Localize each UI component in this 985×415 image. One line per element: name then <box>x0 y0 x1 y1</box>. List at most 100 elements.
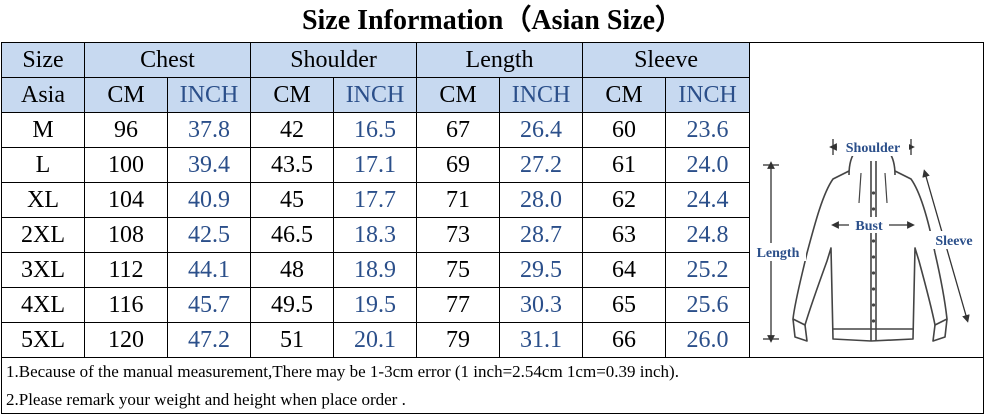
shoulder-inch-cell: 18.3 <box>333 217 418 253</box>
chest-cm-cell: 108 <box>84 217 168 253</box>
chest-inch-cell: 44.1 <box>166 252 252 288</box>
table-row: 5XL 120 47.2 51 20.1 79 31.1 66 26.0 <box>1 322 751 358</box>
header-shoulder: Shoulder <box>250 42 418 78</box>
sleeve-inch-cell: 25.2 <box>665 252 751 288</box>
size-cell: 2XL <box>1 217 85 253</box>
header-shoulder-cm: CM <box>250 77 335 113</box>
sleeve-cm-cell: 61 <box>582 147 667 183</box>
sleeve-inch-cell: 23.6 <box>665 112 751 148</box>
sleeve-cm-cell: 65 <box>582 287 667 323</box>
shoulder-cm-cell: 48 <box>250 252 335 288</box>
chest-inch-cell: 40.9 <box>166 182 252 218</box>
jacket-illustration: Shoulder Bust Length Sleeve <box>750 138 981 343</box>
chest-inch-cell: 47.2 <box>166 322 252 358</box>
shoulder-cm-cell: 51 <box>250 322 335 358</box>
drawstring-icon <box>858 172 888 204</box>
shoulder-cm-cell: 49.5 <box>250 287 335 323</box>
chest-cm-cell: 116 <box>84 287 168 323</box>
header-length: Length <box>416 42 584 78</box>
size-cell: 5XL <box>1 322 85 358</box>
length-inch-cell: 28.0 <box>499 182 584 218</box>
length-cm-cell: 71 <box>416 182 501 218</box>
size-cell: 3XL <box>1 252 85 288</box>
chest-cm-cell: 112 <box>84 252 168 288</box>
shoulder-inch-cell: 17.1 <box>333 147 418 183</box>
header-length-inch: INCH <box>499 77 584 113</box>
sleeve-inch-cell: 26.0 <box>665 322 751 358</box>
length-cm-cell: 69 <box>416 147 501 183</box>
length-cm-cell: 79 <box>416 322 501 358</box>
header-chest: Chest <box>83 42 252 78</box>
length-cm-cell: 67 <box>416 112 501 148</box>
shoulder-inch-cell: 19.5 <box>333 287 418 323</box>
length-inch-cell: 26.4 <box>499 112 584 148</box>
header-chest-inch: INCH <box>166 77 252 113</box>
table-row: L 100 39.4 43.5 17.1 69 27.2 61 24.0 <box>1 147 751 183</box>
sleeve-inch-cell: 25.6 <box>665 287 751 323</box>
chest-cm-cell: 120 <box>84 322 168 358</box>
table-row: XL 104 40.9 45 17.7 71 28.0 62 24.4 <box>1 182 751 218</box>
button-dots-icon <box>871 191 876 323</box>
sleeve-inch-cell: 24.8 <box>665 217 751 253</box>
chest-inch-cell: 42.5 <box>166 217 252 253</box>
table-row: 2XL 108 42.5 46.5 18.3 73 28.7 63 24.8 <box>1 217 751 253</box>
header-sleeve: Sleeve <box>582 42 751 78</box>
sleeve-cm-cell: 63 <box>582 217 667 253</box>
shoulder-cm-cell: 43.5 <box>250 147 335 183</box>
length-inch-cell: 29.5 <box>499 252 584 288</box>
note-measurement-error: 1.Because of the manual measurement,Ther… <box>6 362 679 381</box>
sleeve-label: Sleeve <box>935 234 972 249</box>
header-row-units: Asia CM INCH CM INCH CM INCH CM INCH <box>1 77 751 113</box>
table-row: 3XL 112 44.1 48 18.9 75 29.5 64 25.2 <box>1 252 751 288</box>
jacket-outline-icon <box>792 142 948 342</box>
shoulder-inch-cell: 16.5 <box>333 112 418 148</box>
sleeve-inch-cell: 24.0 <box>665 147 751 183</box>
note-remark-order: 2.Please remark your weight and height w… <box>6 390 406 409</box>
shoulder-label: Shoulder <box>846 141 900 156</box>
page-title: Size Information（Asian Size） <box>301 5 684 36</box>
sleeve-cm-cell: 62 <box>582 182 667 218</box>
table-row: M 96 37.8 42 16.5 67 26.4 60 23.6 <box>1 112 751 148</box>
header-length-cm: CM <box>416 77 501 113</box>
chest-cm-cell: 96 <box>84 112 168 148</box>
shoulder-cm-cell: 42 <box>250 112 335 148</box>
shoulder-inch-cell: 20.1 <box>333 322 418 358</box>
sleeve-cm-cell: 66 <box>582 322 667 358</box>
shoulder-cm-cell: 45 <box>250 182 335 218</box>
size-cell: XL <box>1 182 85 218</box>
size-cell: M <box>1 112 85 148</box>
length-cm-cell: 73 <box>416 217 501 253</box>
length-cm-cell: 77 <box>416 287 501 323</box>
chest-cm-cell: 100 <box>84 147 168 183</box>
header-size: Size <box>1 42 85 78</box>
size-table: Size Chest Shoulder Length Sleeve Asia C… <box>1 42 751 358</box>
sleeve-cm-cell: 60 <box>582 112 667 148</box>
length-inch-cell: 31.1 <box>499 322 584 358</box>
chest-inch-cell: 45.7 <box>166 287 252 323</box>
length-label: Length <box>757 246 800 261</box>
header-sleeve-cm: CM <box>582 77 667 113</box>
header-asia: Asia <box>1 77 85 113</box>
length-inch-cell: 30.3 <box>499 287 584 323</box>
shoulder-inch-cell: 17.7 <box>333 182 418 218</box>
chest-inch-cell: 37.8 <box>166 112 252 148</box>
size-cell: 4XL <box>1 287 85 323</box>
bust-label: Bust <box>855 219 883 234</box>
header-row-measurements: Size Chest Shoulder Length Sleeve <box>1 42 751 78</box>
header-chest-cm: CM <box>84 77 168 113</box>
chest-inch-cell: 39.4 <box>166 147 252 183</box>
header-shoulder-inch: INCH <box>333 77 418 113</box>
header-sleeve-inch: INCH <box>665 77 751 113</box>
sleeve-inch-cell: 24.4 <box>665 182 751 218</box>
chest-cm-cell: 104 <box>84 182 168 218</box>
garment-measurement-figure: Shoulder Bust Length Sleeve <box>749 42 984 357</box>
length-cm-cell: 75 <box>416 252 501 288</box>
length-inch-cell: 28.7 <box>499 217 584 253</box>
shoulder-inch-cell: 18.9 <box>333 252 418 288</box>
table-row: 4XL 116 45.7 49.5 19.5 77 30.3 65 25.6 <box>1 287 751 323</box>
length-inch-cell: 27.2 <box>499 147 584 183</box>
notes-box: 1.Because of the manual measurement,Ther… <box>1 357 984 414</box>
sleeve-cm-cell: 64 <box>582 252 667 288</box>
shoulder-cm-cell: 46.5 <box>250 217 335 253</box>
